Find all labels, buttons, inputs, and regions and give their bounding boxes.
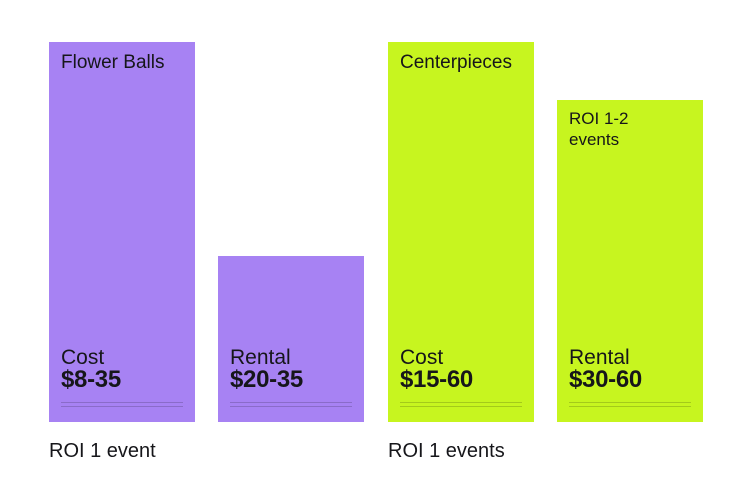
card-price: $8-35 bbox=[61, 366, 121, 393]
fine-print bbox=[569, 402, 691, 410]
card: ROI 1-2 events Rental $30-60 bbox=[557, 100, 703, 422]
group-footer: ROI 1 events bbox=[388, 440, 505, 462]
card: Centerpieces Cost $15-60 bbox=[388, 42, 534, 422]
card-heading: Centerpieces bbox=[400, 52, 512, 73]
fine-print bbox=[61, 402, 183, 410]
card: Rental $20-35 bbox=[218, 256, 364, 422]
card-price: $20-35 bbox=[230, 366, 303, 393]
card-heading: Flower Balls bbox=[61, 52, 165, 73]
card: Flower Balls Cost $8-35 bbox=[49, 42, 195, 422]
card-kind: Cost bbox=[400, 346, 444, 369]
fine-print bbox=[230, 402, 352, 410]
card-price: $15-60 bbox=[400, 366, 473, 393]
group-footer: ROI 1 event bbox=[49, 440, 156, 462]
fine-print bbox=[400, 402, 522, 410]
card-kind: Rental bbox=[230, 346, 291, 369]
card-heading: ROI 1-2 events bbox=[569, 109, 629, 149]
card-price: $30-60 bbox=[569, 366, 642, 393]
card-kind: Rental bbox=[569, 346, 630, 369]
card-kind: Cost bbox=[61, 346, 105, 369]
